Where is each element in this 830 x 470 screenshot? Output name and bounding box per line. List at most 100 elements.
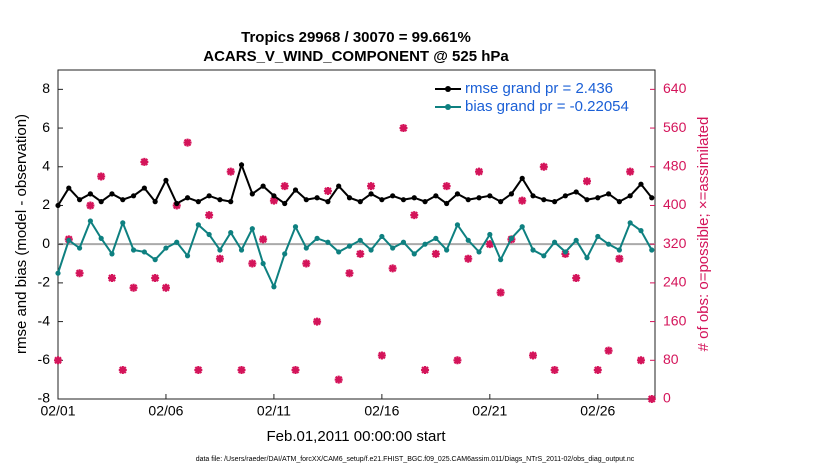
series-point xyxy=(163,245,169,251)
obs-marker xyxy=(604,346,613,355)
series-point xyxy=(260,260,266,267)
series-point xyxy=(282,251,288,257)
footer: data file: /Users/raeder/DAI/ATM_forcXX/… xyxy=(196,456,635,463)
y-tick-label: -2 xyxy=(38,274,51,290)
series-point xyxy=(400,197,407,203)
obs-marker xyxy=(518,196,527,205)
series-point xyxy=(87,191,93,197)
series-point xyxy=(627,220,633,226)
series-point xyxy=(325,199,331,205)
series-point xyxy=(357,237,363,243)
obs-marker xyxy=(626,167,635,176)
obs-marker xyxy=(151,274,160,283)
x-tick-label: 02/26 xyxy=(580,403,615,419)
series-point xyxy=(238,247,245,253)
obs-marker xyxy=(226,167,235,176)
series-point xyxy=(120,197,126,203)
obs-marker xyxy=(356,249,365,258)
series-point xyxy=(314,235,320,241)
obs-marker xyxy=(237,365,246,374)
series-point xyxy=(109,251,115,257)
series-point xyxy=(552,239,558,245)
series-point xyxy=(638,228,644,234)
series-point xyxy=(379,197,385,203)
series-point xyxy=(552,199,558,205)
obs-marker xyxy=(140,157,149,166)
obs-marker xyxy=(550,365,559,374)
series-point xyxy=(357,199,363,205)
series-point xyxy=(174,200,180,207)
obs-marker xyxy=(280,182,289,191)
obs-marker xyxy=(323,186,332,195)
series-point xyxy=(206,231,212,238)
obs-marker xyxy=(475,167,484,176)
series-point xyxy=(184,195,191,201)
y2-tick-label: 560 xyxy=(663,119,687,135)
plot-frame xyxy=(57,69,656,400)
series-point xyxy=(66,185,72,191)
series-point xyxy=(638,181,644,187)
series-point xyxy=(249,226,255,232)
obs-marker xyxy=(302,259,311,268)
series-point xyxy=(584,255,590,261)
series-point xyxy=(433,235,439,241)
obs-marker xyxy=(367,182,376,191)
x-axis-label: Feb.01,2011 00:00:00 start xyxy=(266,428,446,445)
series-point xyxy=(109,191,115,197)
series-point xyxy=(616,199,622,205)
series-point xyxy=(98,235,104,241)
chart-subtitle: ACARS_V_WIND_COMPONENT @ 525 hPa xyxy=(203,48,509,65)
series-point xyxy=(573,189,579,195)
series-point xyxy=(454,191,461,197)
series-point xyxy=(228,199,234,205)
x-tick-label: 02/16 xyxy=(364,403,399,419)
series-point xyxy=(260,183,266,189)
obs-marker xyxy=(313,317,322,326)
series-point xyxy=(152,257,158,263)
x-tick-label: 02/01 xyxy=(40,403,75,419)
series-point xyxy=(228,229,234,236)
y-tick-label: 0 xyxy=(42,235,50,251)
y-tick-label: 2 xyxy=(42,196,50,212)
series-point xyxy=(195,222,201,228)
y2-tick-label: 240 xyxy=(663,274,687,290)
obs-marker xyxy=(421,365,430,374)
series-point xyxy=(530,247,536,253)
series-point xyxy=(595,233,601,240)
series-point xyxy=(400,239,407,245)
obs-marker xyxy=(529,351,538,360)
series-line xyxy=(57,218,653,290)
y2-tick-label: 640 xyxy=(663,80,687,96)
series-point xyxy=(66,237,72,243)
series-point xyxy=(476,249,482,255)
series-point xyxy=(249,191,255,197)
obs-marker xyxy=(453,356,462,365)
y2-tick-label: 160 xyxy=(663,312,687,328)
series-point xyxy=(562,193,568,199)
series-point xyxy=(141,249,147,255)
series-point xyxy=(498,257,504,263)
series-point xyxy=(649,195,655,201)
obs-marker xyxy=(388,264,397,273)
obs-marker xyxy=(399,124,408,133)
obs-marker xyxy=(248,259,257,268)
series-point xyxy=(87,218,93,224)
series-point xyxy=(336,249,342,255)
series-point xyxy=(649,247,655,253)
obs-marker xyxy=(636,356,645,365)
legend-marker xyxy=(445,86,451,92)
series-point xyxy=(325,239,331,245)
series-point xyxy=(55,270,61,276)
series-point xyxy=(422,241,428,247)
x-tick-label: 02/21 xyxy=(472,403,507,419)
series-point xyxy=(411,195,417,201)
series-point xyxy=(368,191,374,197)
series-point xyxy=(519,224,525,230)
series-point xyxy=(368,247,374,253)
series-point xyxy=(163,177,169,183)
series-point xyxy=(238,162,245,168)
series-point xyxy=(508,235,515,241)
series-point xyxy=(605,241,612,247)
y-tick-label: -6 xyxy=(38,351,51,367)
series-point xyxy=(627,193,633,199)
